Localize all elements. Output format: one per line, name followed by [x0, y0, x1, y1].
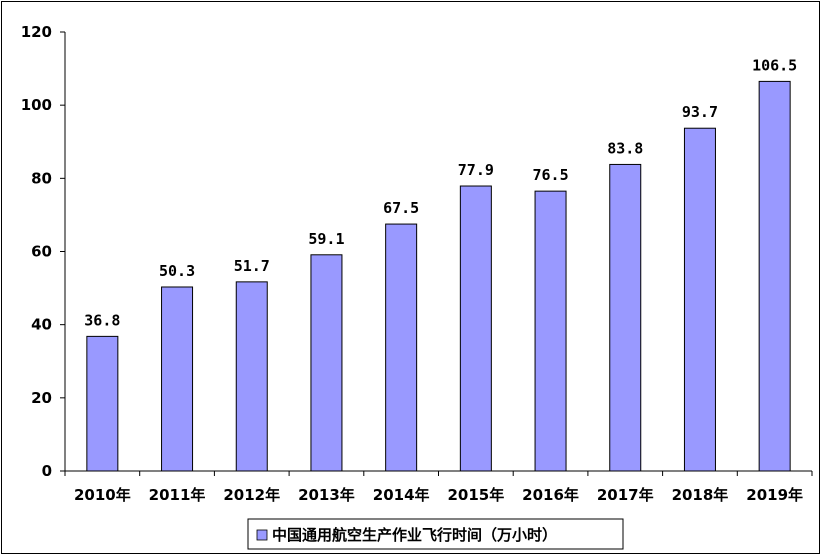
y-tick-label: 80	[31, 169, 52, 187]
x-tick-label: 2010年	[74, 486, 131, 504]
bars	[86, 80, 791, 472]
bar	[235, 281, 268, 472]
data-label: 51.7	[234, 257, 270, 275]
data-label: 67.5	[383, 199, 419, 217]
data-label: 36.8	[84, 311, 120, 329]
bar	[683, 127, 716, 472]
data-label: 59.1	[308, 230, 344, 248]
x-tick-label: 2012年	[223, 486, 280, 504]
x-tick-label: 2016年	[522, 486, 579, 504]
bar	[534, 190, 567, 472]
x-tick-label: 2014年	[373, 486, 430, 504]
data-label: 93.7	[682, 103, 718, 121]
bar	[310, 254, 343, 472]
y-tick-label: 120	[21, 23, 52, 41]
bar	[459, 185, 492, 472]
x-tick-label: 2011年	[149, 486, 206, 504]
data-label: 76.5	[532, 166, 568, 184]
legend: 中国通用航空生产作业飞行时间（万小时）	[247, 518, 624, 550]
x-tick-label: 2018年	[672, 486, 729, 504]
y-tick-label: 60	[31, 243, 52, 261]
data-label: 50.3	[159, 262, 195, 280]
bar	[385, 223, 418, 472]
y-tick-label: 40	[31, 316, 52, 334]
bar	[609, 163, 642, 472]
x-tick-label: 2015年	[447, 486, 504, 504]
y-axis: 0 20 40 60 80 100 120	[21, 23, 66, 480]
x-axis: 2010年 2011年 2012年 2013年 2014年 2015年 2016年 2017年…	[64, 470, 813, 504]
y-tick-label: 0	[42, 462, 52, 480]
bar	[86, 335, 119, 472]
bar	[758, 80, 791, 472]
legend-label: 中国通用航空生产作业飞行时间（万小时）	[272, 526, 557, 544]
x-tick-label: 2013年	[298, 486, 355, 504]
data-label: 106.5	[752, 56, 797, 74]
legend-box	[247, 518, 624, 550]
data-labels: 36.8 50.3 51.7 59.1 67.5 77.9 76.5 83.8 93.7 106.…	[84, 56, 797, 329]
data-label: 83.8	[607, 139, 643, 157]
y-tick-label: 100	[21, 96, 52, 114]
x-tick-label: 2019年	[746, 486, 803, 504]
y-tick-label: 20	[31, 389, 52, 407]
bar	[161, 286, 194, 472]
x-tick-label: 2017年	[597, 486, 654, 504]
legend-swatch	[256, 529, 268, 541]
data-label: 77.9	[458, 161, 494, 179]
